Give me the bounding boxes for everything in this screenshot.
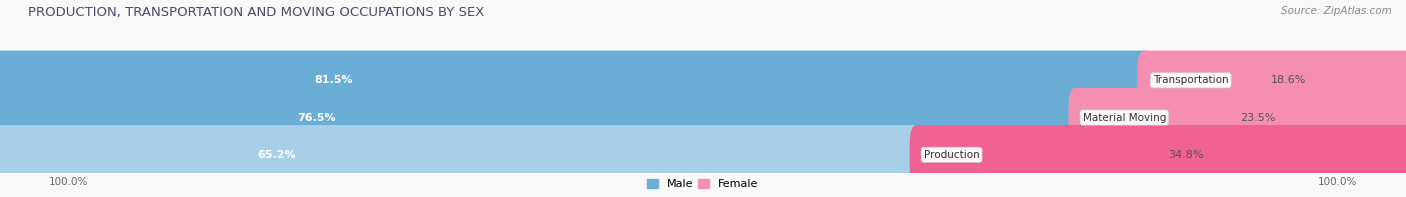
Text: Material Moving: Material Moving <box>1083 112 1166 123</box>
Text: Source: ZipAtlas.com: Source: ZipAtlas.com <box>1281 6 1392 16</box>
Text: 100.0%: 100.0% <box>49 177 89 187</box>
Text: 76.5%: 76.5% <box>297 112 336 123</box>
Text: 18.6%: 18.6% <box>1271 75 1306 85</box>
FancyBboxPatch shape <box>0 51 1153 110</box>
Text: Transportation: Transportation <box>1153 75 1229 85</box>
Text: PRODUCTION, TRANSPORTATION AND MOVING OCCUPATIONS BY SEX: PRODUCTION, TRANSPORTATION AND MOVING OC… <box>28 6 485 19</box>
FancyBboxPatch shape <box>0 125 924 185</box>
FancyBboxPatch shape <box>1069 88 1406 147</box>
FancyBboxPatch shape <box>0 88 1406 147</box>
FancyBboxPatch shape <box>1137 51 1406 110</box>
FancyBboxPatch shape <box>910 125 1406 185</box>
Text: 34.8%: 34.8% <box>1168 150 1204 160</box>
Text: 100.0%: 100.0% <box>1317 177 1357 187</box>
Legend: Male, Female: Male, Female <box>645 177 761 191</box>
Text: 23.5%: 23.5% <box>1240 112 1275 123</box>
FancyBboxPatch shape <box>0 88 1083 147</box>
Text: 65.2%: 65.2% <box>257 150 295 160</box>
Text: Production: Production <box>924 150 980 160</box>
FancyBboxPatch shape <box>0 51 1406 110</box>
Text: 81.5%: 81.5% <box>315 75 353 85</box>
FancyBboxPatch shape <box>0 125 1406 185</box>
